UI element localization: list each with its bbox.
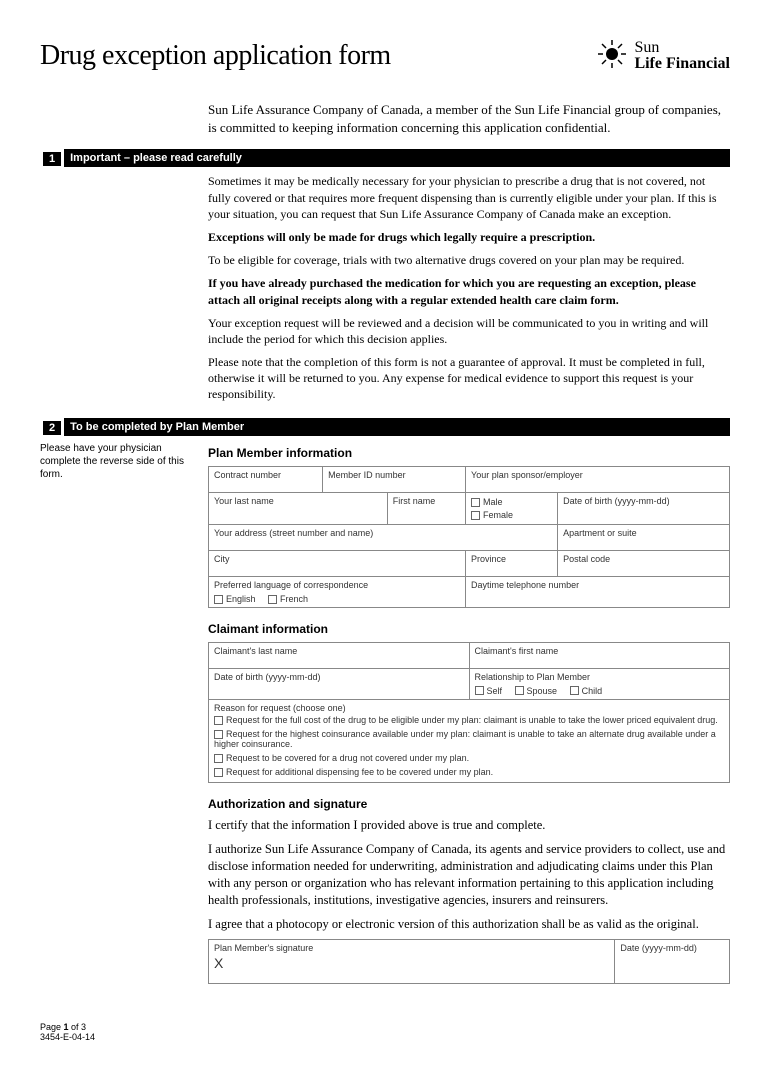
form-code: 3454-E-04-14: [40, 1032, 730, 1042]
claimant-heading: Claimant information: [208, 622, 730, 636]
city-field[interactable]: City: [209, 551, 466, 577]
sig-date-field[interactable]: Date (yyyy-mm-dd): [615, 940, 730, 984]
child-checkbox[interactable]: [570, 686, 579, 695]
province-field[interactable]: Province: [466, 551, 558, 577]
reason-field[interactable]: Reason for request (choose one) Request …: [209, 699, 730, 783]
s1-p6: Please note that the completion of this …: [208, 354, 730, 403]
section-2-sidebar: Please have your physician complete the …: [40, 442, 208, 999]
auth-p3: I agree that a photocopy or electronic v…: [208, 916, 730, 933]
company-logo: Sun Life Financial: [598, 40, 730, 73]
s1-p2: Exceptions will only be made for drugs w…: [208, 229, 730, 245]
section-2-bar: 2 To be completed by Plan Member: [40, 418, 730, 436]
signature-table: Plan Member's signature X Date (yyyy-mm-…: [208, 939, 730, 984]
section-1-title: Important – please read carefully: [64, 152, 242, 164]
claimant-dob-field[interactable]: Date of birth (yyyy-mm-dd): [209, 669, 470, 700]
sponsor-field[interactable]: Your plan sponsor/employer: [466, 466, 730, 492]
last-name-field[interactable]: Your last name: [209, 492, 388, 525]
s1-p3: To be eligible for coverage, trials with…: [208, 252, 730, 268]
section-2-num: 2: [43, 421, 61, 435]
section-1-bar: 1 Important – please read carefully: [40, 149, 730, 167]
auth-p1: I certify that the information I provide…: [208, 817, 730, 834]
s1-p4: If you have already purchased the medica…: [208, 275, 730, 307]
french-checkbox[interactable]: [268, 595, 277, 604]
signature-field[interactable]: Plan Member's signature X: [209, 940, 615, 984]
intro-text: Sun Life Assurance Company of Canada, a …: [208, 101, 730, 137]
apt-field[interactable]: Apartment or suite: [558, 525, 730, 551]
logo-text-sun: Sun: [634, 39, 659, 56]
page-footer: Page 1 of 3 3454-E-04-14: [40, 1022, 730, 1042]
member-id-field[interactable]: Member ID number: [323, 466, 466, 492]
s1-p5: Your exception request will be reviewed …: [208, 315, 730, 347]
postal-field[interactable]: Postal code: [558, 551, 730, 577]
reason-4-checkbox[interactable]: [214, 768, 223, 777]
dob-field[interactable]: Date of birth (yyyy-mm-dd): [558, 492, 730, 525]
gender-field[interactable]: Male Female: [466, 492, 558, 525]
page-title: Drug exception application form: [40, 40, 391, 72]
claimant-last-field[interactable]: Claimant's last name: [209, 643, 470, 669]
male-checkbox[interactable]: [471, 498, 480, 507]
page-header: Drug exception application form Sun Life…: [40, 40, 730, 73]
reason-3-checkbox[interactable]: [214, 754, 223, 763]
english-checkbox[interactable]: [214, 595, 223, 604]
female-checkbox[interactable]: [471, 511, 480, 520]
contract-field[interactable]: Contract number: [209, 466, 323, 492]
phone-field[interactable]: Daytime telephone number: [466, 577, 730, 608]
relationship-field[interactable]: Relationship to Plan Member Self Spouse …: [469, 669, 730, 700]
claimant-table: Claimant's last name Claimant's first na…: [208, 642, 730, 783]
self-checkbox[interactable]: [475, 686, 484, 695]
claimant-first-field[interactable]: Claimant's first name: [469, 643, 730, 669]
s1-p1: Sometimes it may be medically necessary …: [208, 173, 730, 222]
member-info-heading: Plan Member information: [208, 446, 730, 460]
language-field[interactable]: Preferred language of correspondence Eng…: [209, 577, 466, 608]
logo-text-life: Life Financial: [634, 55, 730, 72]
section-1-num: 1: [43, 152, 61, 166]
section-1-sidebar: [40, 173, 208, 409]
spouse-checkbox[interactable]: [515, 686, 524, 695]
sun-icon: [598, 40, 626, 73]
address-field[interactable]: Your address (street number and name): [209, 525, 558, 551]
section-2-title: To be completed by Plan Member: [64, 421, 244, 433]
first-name-field[interactable]: First name: [387, 492, 465, 525]
auth-heading: Authorization and signature: [208, 797, 730, 811]
reason-2-checkbox[interactable]: [214, 730, 223, 739]
auth-p2: I authorize Sun Life Assurance Company o…: [208, 841, 730, 909]
reason-1-checkbox[interactable]: [214, 716, 223, 725]
member-info-table: Contract number Member ID number Your pl…: [208, 466, 730, 608]
